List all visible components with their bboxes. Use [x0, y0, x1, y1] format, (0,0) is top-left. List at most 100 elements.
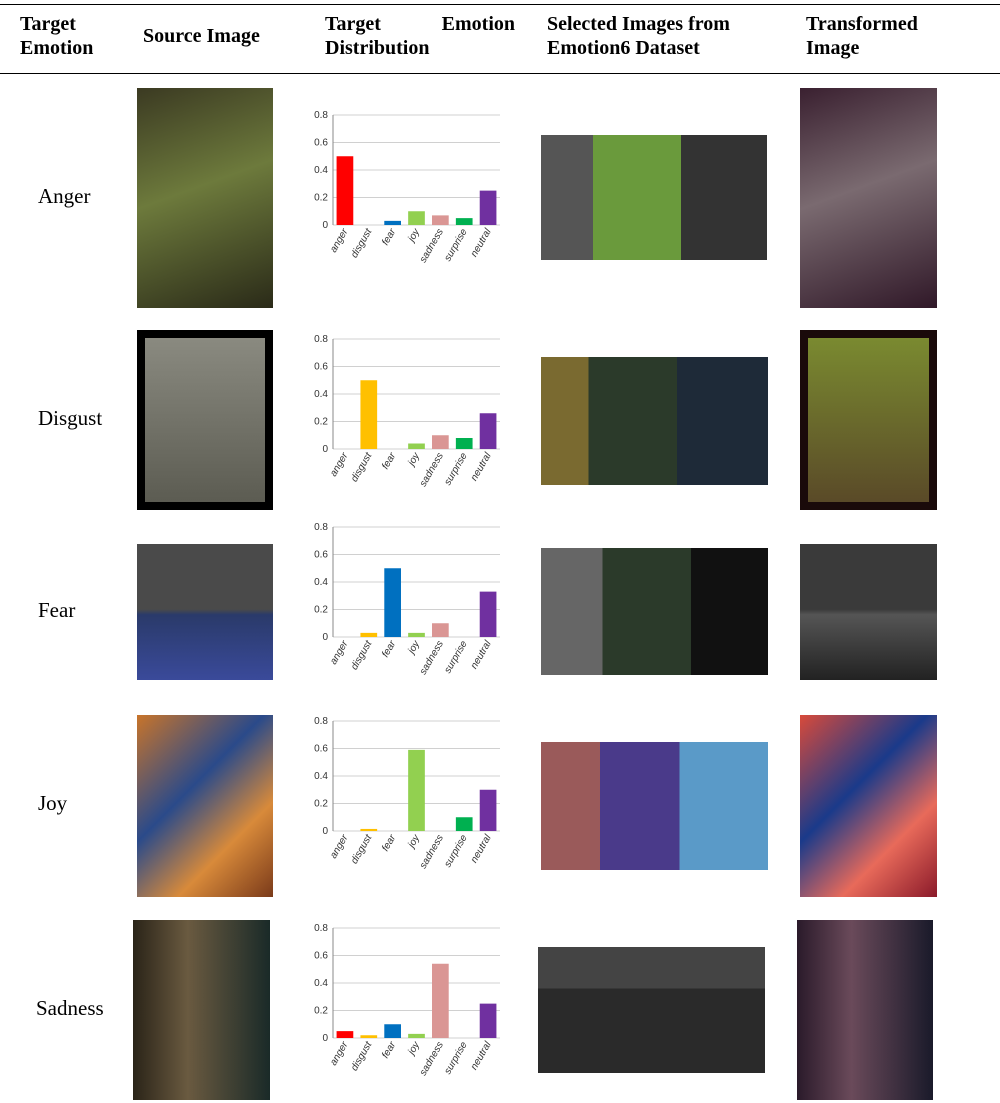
- x-tick-label: fear: [380, 638, 398, 659]
- bar: [408, 1033, 425, 1038]
- transformed-image-frame: [800, 330, 937, 510]
- source-image-frame: [137, 330, 273, 510]
- row-label: Disgust: [38, 406, 103, 430]
- y-tick-label: 0.8: [314, 334, 328, 345]
- y-tick-label: 0.8: [314, 923, 328, 934]
- x-tick-label: neutral: [469, 1039, 494, 1072]
- transformed-image: [800, 544, 937, 680]
- x-tick-label: surprise: [442, 833, 470, 870]
- y-tick-label: 0: [322, 444, 328, 455]
- x-tick-label: fear: [380, 226, 398, 247]
- row-label: Sadness: [36, 996, 104, 1020]
- x-tick-label: disgust: [349, 1039, 375, 1073]
- source-image: [137, 715, 273, 897]
- x-tick-label: sadness: [418, 227, 446, 265]
- bar: [479, 789, 497, 831]
- source-image: [133, 920, 270, 1100]
- y-tick-label: 0.4: [314, 389, 328, 400]
- x-tick-label: joy: [405, 832, 422, 851]
- y-tick-label: 0.6: [314, 951, 328, 962]
- x-tick-label: joy: [405, 1039, 422, 1058]
- bar: [479, 591, 497, 637]
- bar: [360, 632, 378, 637]
- mosaic-image: [541, 548, 768, 675]
- header: Selected Images from Emotion6 Dataset: [547, 13, 730, 59]
- x-tick-label: surprise: [442, 1040, 470, 1077]
- bar: [408, 211, 425, 225]
- bar: [432, 215, 449, 225]
- x-tick-label: joy: [405, 450, 422, 469]
- bar: [479, 1003, 497, 1038]
- bar: [408, 749, 425, 831]
- mosaic-image: [538, 947, 765, 1073]
- y-tick-label: 0.2: [314, 605, 328, 616]
- y-tick-label: 0.8: [314, 716, 328, 727]
- x-tick-label: fear: [380, 450, 398, 471]
- transformed-image: [797, 920, 933, 1100]
- y-tick-label: 0.4: [314, 577, 328, 588]
- x-tick-label: surprise: [442, 227, 470, 264]
- transformed-image: [800, 715, 937, 897]
- bar: [384, 220, 401, 225]
- source-image: [137, 544, 273, 680]
- x-tick-label: joy: [405, 226, 422, 245]
- header: Transformed Image: [806, 13, 918, 59]
- y-tick-label: 0.8: [314, 110, 328, 121]
- x-tick-label: sadness: [418, 1040, 446, 1078]
- x-tick-label: fear: [380, 1039, 398, 1060]
- x-tick-label: disgust: [349, 832, 375, 866]
- bar: [360, 828, 378, 831]
- y-tick-label: 0: [322, 632, 328, 643]
- header: Source Image: [143, 25, 260, 47]
- y-tick-label: 0.6: [314, 362, 328, 373]
- bar: [479, 413, 497, 449]
- y-tick-label: 0.2: [314, 417, 328, 428]
- y-tick-label: 0.2: [314, 193, 328, 204]
- x-tick-label: neutral: [469, 450, 494, 483]
- x-tick-label: disgust: [349, 226, 375, 260]
- x-tick-label: surprise: [442, 451, 470, 488]
- x-tick-label: neutral: [469, 832, 494, 865]
- header-rule: [0, 73, 1000, 74]
- y-tick-label: 0: [322, 220, 328, 231]
- y-tick-label: 0.8: [314, 522, 328, 533]
- bar: [384, 568, 401, 637]
- source-image: [137, 88, 273, 308]
- mosaic-image: [541, 135, 767, 260]
- row-label: Anger: [38, 184, 91, 208]
- x-tick-label: anger: [328, 450, 351, 478]
- y-tick-label: 0: [322, 826, 328, 837]
- x-tick-label: fear: [380, 832, 398, 853]
- y-tick-label: 0.6: [314, 550, 328, 561]
- bar: [360, 380, 378, 449]
- y-tick-label: 0.6: [314, 138, 328, 149]
- bar: [432, 963, 449, 1038]
- x-tick-label: anger: [328, 638, 351, 666]
- bar: [432, 435, 449, 449]
- bar: [455, 438, 473, 449]
- x-tick-label: disgust: [349, 450, 375, 484]
- row-label: Fear: [38, 598, 76, 622]
- y-tick-label: 0.6: [314, 744, 328, 755]
- x-tick-label: joy: [405, 638, 422, 657]
- bar: [384, 1024, 401, 1038]
- x-tick-label: disgust: [349, 638, 375, 672]
- y-tick-label: 0.2: [314, 799, 328, 810]
- bar: [408, 443, 425, 449]
- mosaic-image: [541, 357, 768, 485]
- header: Target Emotion: [20, 13, 94, 59]
- y-tick-label: 0.4: [314, 165, 328, 176]
- bar: [479, 190, 497, 225]
- x-tick-label: neutral: [469, 638, 494, 671]
- y-tick-label: 0.4: [314, 978, 328, 989]
- x-tick-label: anger: [328, 832, 351, 860]
- mosaic-image: [541, 742, 768, 870]
- bar: [432, 623, 449, 637]
- bar: [360, 1035, 378, 1038]
- y-tick-label: 0.2: [314, 1006, 328, 1017]
- bar: [455, 218, 473, 225]
